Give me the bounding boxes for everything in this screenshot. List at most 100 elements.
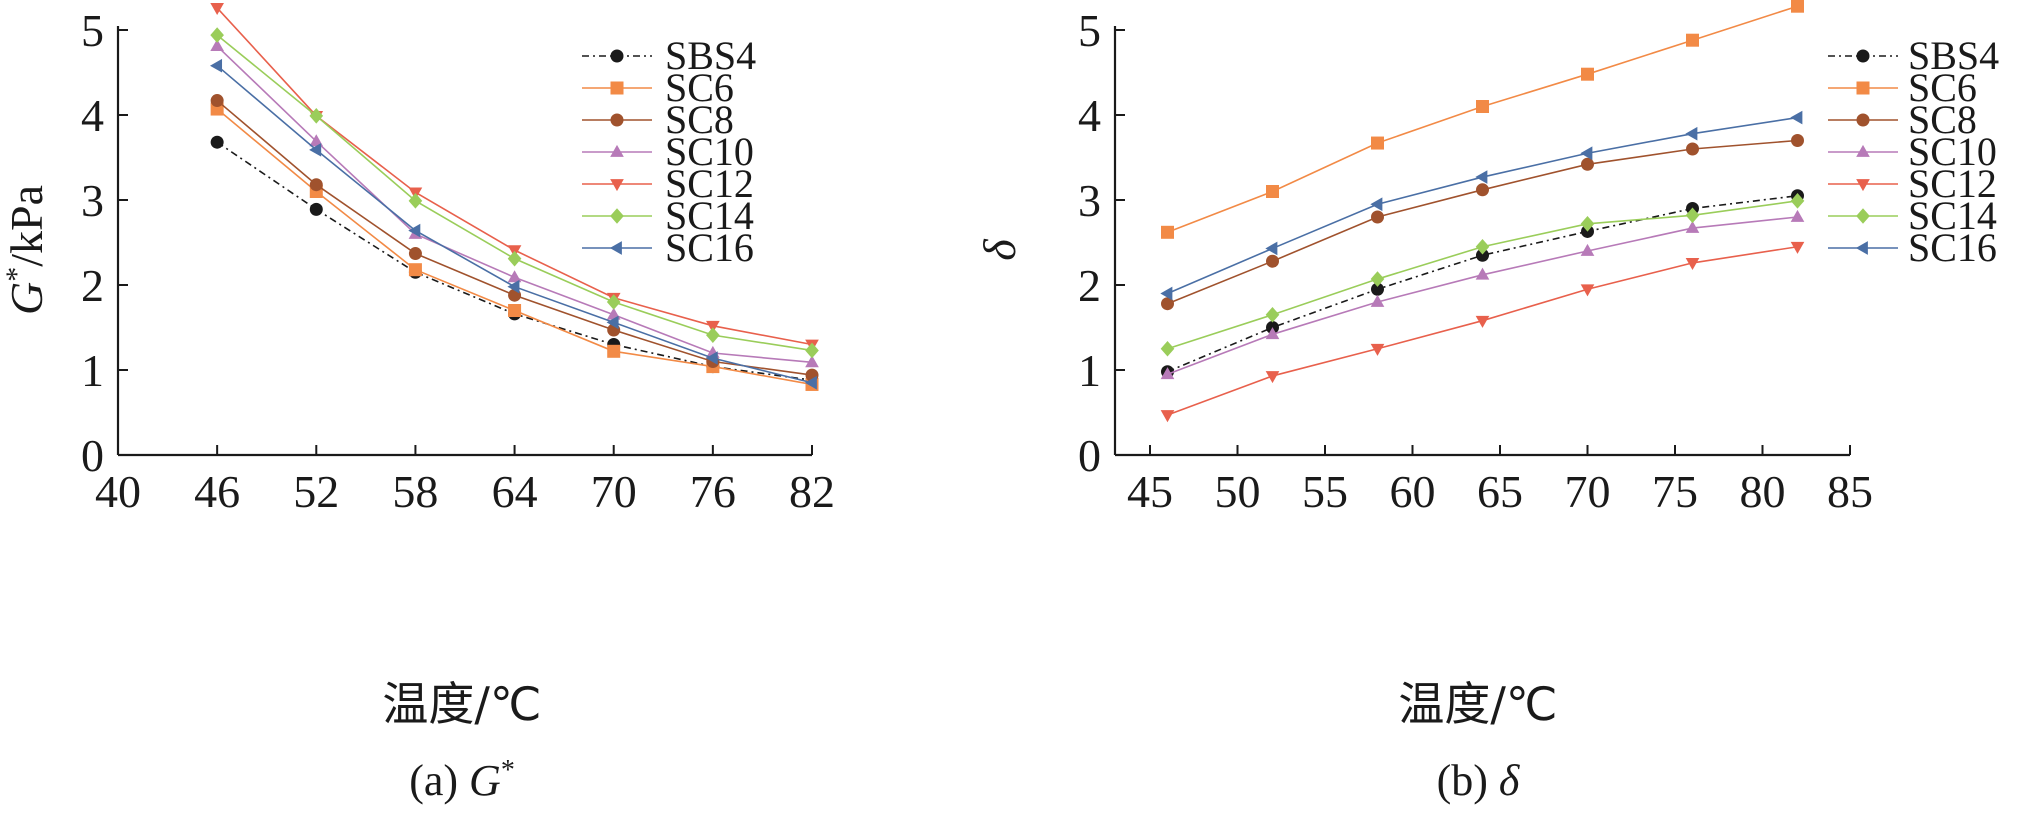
legend-label-sbs4: SBS4 <box>665 33 756 78</box>
data-point-sc12 <box>1475 315 1490 328</box>
legend-label-sbs4: SBS4 <box>1908 33 1999 78</box>
series-line-sbs4 <box>1167 194 1798 373</box>
data-point-sc6 <box>408 263 422 277</box>
legend-label-sc8: SC8 <box>665 97 734 142</box>
x-tick-label: 80 <box>1740 466 1786 517</box>
data-point-sc12 <box>1160 410 1175 423</box>
data-point-sc16 <box>1685 126 1698 141</box>
data-point-sc14 <box>210 27 224 43</box>
legend-marker-sc16 <box>1855 241 1868 255</box>
data-point-sc16 <box>507 279 520 294</box>
data-point-sc8 <box>1266 254 1279 268</box>
legend-marker-sc14 <box>610 208 624 224</box>
data-point-sc16 <box>804 375 817 390</box>
x-tick-label: 52 <box>293 466 339 517</box>
y-tick-label: 4 <box>1078 90 1101 141</box>
x-tick-label: 85 <box>1827 466 1873 517</box>
x-tick-label: 40 <box>95 466 141 517</box>
legend-label-sc16: SC16 <box>665 225 754 270</box>
data-point-sc6 <box>1266 185 1279 198</box>
legend-marker-sc8 <box>610 113 624 127</box>
data-point-sc8 <box>1371 210 1384 224</box>
legend-label-sc10: SC10 <box>1908 129 1997 174</box>
data-point-sc14 <box>1685 207 1700 224</box>
data-point-sc6 <box>607 344 621 358</box>
legend-marker-sc10 <box>610 144 624 157</box>
data-point-sc14 <box>1370 271 1385 287</box>
x-tick-label: 55 <box>1302 466 1348 517</box>
data-point-sc14 <box>1580 216 1595 232</box>
legend-marker-sc12 <box>610 179 624 192</box>
data-point-sc6 <box>508 304 522 317</box>
legend-marker-sc8 <box>1856 113 1870 127</box>
data-point-sc10 <box>1790 209 1805 222</box>
x-axis-label: 温度/℃ <box>1398 677 1557 731</box>
data-point-sc6 <box>1161 225 1174 239</box>
caption-a: (a) G* <box>409 755 515 805</box>
data-point-sc6 <box>1371 136 1384 150</box>
legend-label-sc6: SC6 <box>665 65 734 110</box>
data-point-sc16 <box>1370 197 1383 212</box>
legend-label-sc12: SC12 <box>665 161 754 206</box>
data-point-sc16 <box>408 223 421 238</box>
data-point-sbs4 <box>210 135 224 149</box>
data-point-sc10 <box>1370 294 1385 307</box>
data-point-sc10 <box>1475 267 1490 280</box>
x-tick-label: 70 <box>1565 466 1611 517</box>
data-point-sc10 <box>1685 220 1700 233</box>
legend-label-sc14: SC14 <box>1908 193 1997 238</box>
data-point-sc12 <box>1580 284 1595 297</box>
x-tick-label: 60 <box>1390 466 1436 517</box>
x-tick-label: 75 <box>1652 466 1698 517</box>
data-point-sc16 <box>1160 286 1173 301</box>
y-tick-label: 5 <box>1078 5 1101 56</box>
legend-label-sc10: SC10 <box>665 129 754 174</box>
chart-panel-a: 0 1 2 3 4 5 40 46 52 58 64 70 76 82 SBS4SC6SC8SC10SC12… <box>0 3 835 805</box>
data-point-sc14 <box>1475 238 1490 255</box>
x-tick-label: 76 <box>690 466 736 517</box>
x-axis-label: 温度/℃ <box>382 677 541 731</box>
data-point-sc14 <box>507 250 522 267</box>
legend-marker-sc6 <box>1856 81 1870 95</box>
data-point-sc14 <box>706 327 720 343</box>
data-point-sc6 <box>1686 33 1699 47</box>
legend-marker-sbs4 <box>610 49 624 63</box>
legend-marker-sc14 <box>1856 208 1870 224</box>
data-point-sc10 <box>1160 367 1175 380</box>
data-point-sc10 <box>210 39 224 52</box>
x-tick-label: 82 <box>789 466 835 517</box>
y-tick-label: 1 <box>81 345 104 396</box>
data-point-sc8 <box>1686 142 1699 156</box>
data-point-sc10 <box>805 355 819 368</box>
data-point-sc16 <box>309 143 322 157</box>
x-tick-label: 58 <box>392 466 438 517</box>
x-tick-label: 50 <box>1215 466 1261 517</box>
data-point-sc8 <box>1161 297 1174 311</box>
data-point-sc8 <box>1581 157 1594 171</box>
y-tick-label: 4 <box>81 90 104 141</box>
legend-marker-sbs4 <box>1856 49 1870 63</box>
legend-label-sc14: SC14 <box>665 193 754 238</box>
data-point-sc6 <box>1476 100 1489 113</box>
legend-marker-sc6 <box>610 81 624 95</box>
caption-b: (b) δ <box>1437 756 1521 805</box>
y-axis-label: δ <box>974 239 1025 261</box>
legend-marker-sc10 <box>1856 144 1870 157</box>
data-point-sc14 <box>606 294 621 310</box>
data-point-sc14 <box>1790 193 1805 209</box>
data-point-sbs4 <box>309 202 323 216</box>
legend-marker-sc16 <box>609 241 622 255</box>
data-point-sc16 <box>1580 146 1593 161</box>
data-point-sc8 <box>408 247 422 261</box>
data-point-sc16 <box>606 315 619 330</box>
data-point-sc16 <box>705 351 718 365</box>
data-point-sc8 <box>1791 134 1804 147</box>
data-point-sbs4 <box>1476 248 1489 262</box>
data-point-sc10 <box>507 270 522 283</box>
legend-label-sc8: SC8 <box>1908 97 1977 142</box>
data-point-sc12 <box>1790 241 1805 254</box>
data-point-sc12 <box>1685 258 1700 271</box>
y-tick-label: 5 <box>81 5 104 56</box>
data-point-sc16 <box>209 58 223 73</box>
